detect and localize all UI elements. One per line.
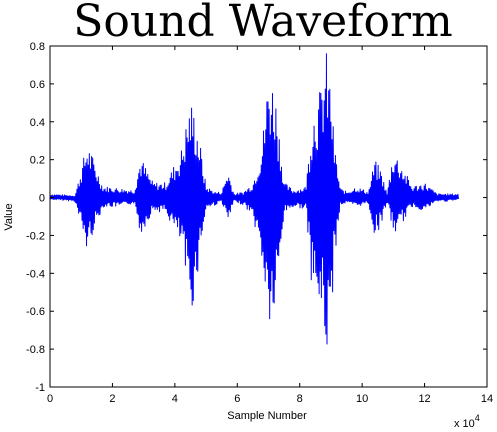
chart-title: Sound Waveform [73, 0, 453, 47]
x-tick-label: 4 [172, 393, 178, 405]
x-axis-label: Sample Number [227, 410, 307, 422]
y-tick-label: 0.2 [30, 155, 45, 167]
x-axis-ticks: 0 2 4 6 8 10 12 14 [47, 46, 493, 405]
x-tick-label: 8 [297, 393, 303, 405]
waveform-line [49, 53, 459, 345]
y-tick-label: -0.2 [26, 230, 45, 242]
x-tick-label: 0 [47, 393, 53, 405]
x-axis-scale-factor: x 104 [454, 413, 480, 430]
y-tick-label: 0 [39, 193, 45, 205]
y-tick-label: -0.4 [26, 268, 45, 280]
plot-frame [49, 45, 488, 388]
y-tick-label: -0.6 [26, 306, 45, 318]
y-axis-label: Value [3, 203, 15, 230]
y-tick-label: 0.4 [30, 117, 45, 129]
y-tick-label: 0.8 [30, 41, 45, 53]
y-tick-label: -1 [35, 382, 45, 394]
waveform-series [49, 53, 459, 345]
x-tick-label: 10 [356, 393, 368, 405]
x-tick-label: 6 [234, 393, 240, 405]
x-scale-exponent: 4 [475, 413, 480, 423]
y-tick-label: 0.6 [30, 79, 45, 91]
x-tick-label: 12 [418, 393, 430, 405]
x-tick-label: 14 [481, 393, 493, 405]
x-tick-label: 2 [109, 393, 115, 405]
x-scale-base: x 10 [454, 418, 475, 430]
y-tick-label: -0.8 [26, 344, 45, 356]
y-axis-ticks: -1 -0.8 -0.6 -0.4 -0.2 0 0.2 0.4 0.6 0.8 [26, 41, 487, 394]
